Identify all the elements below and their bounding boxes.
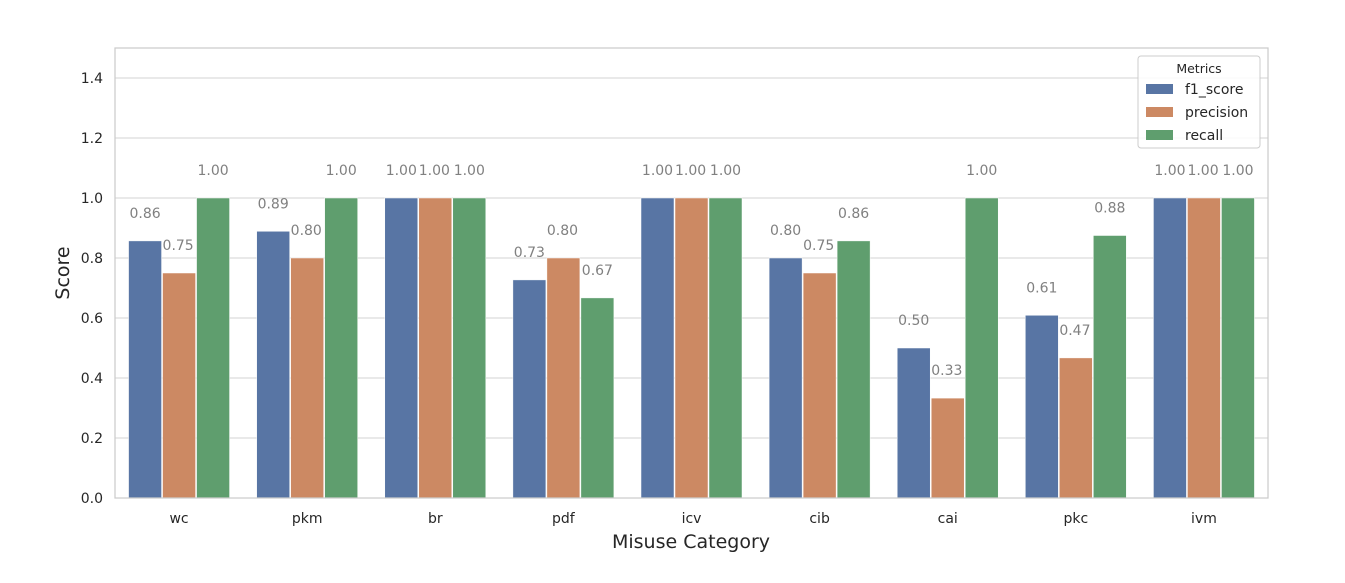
data-label: 0.75 (803, 238, 834, 254)
bar-precision (1187, 197, 1221, 499)
data-label: 0.33 (931, 363, 962, 379)
data-label: 1.00 (675, 163, 706, 179)
bar-recall (580, 297, 615, 499)
bar-recall (324, 197, 358, 499)
data-label: 1.00 (419, 163, 450, 179)
data-label: 0.73 (514, 245, 545, 261)
bar-precision (674, 197, 709, 499)
y-tick-label: 0.4 (81, 371, 103, 387)
bar-precision (802, 272, 837, 499)
bar-precision (290, 257, 324, 499)
bar-f1_score (896, 347, 931, 499)
x-tick-label: pkm (292, 511, 323, 527)
data-label: 1.00 (1222, 163, 1253, 179)
data-label: 1.00 (1154, 163, 1185, 179)
data-label: 0.80 (547, 223, 578, 239)
legend-title: Metrics (1176, 61, 1221, 76)
legend-swatch (1146, 130, 1173, 140)
x-axis-ticks: wc pkm br pdf icv cib cai pkc ivm (169, 511, 1216, 527)
bar-recall (708, 197, 743, 499)
y-tick-label: 0.0 (81, 491, 103, 507)
bar-f1_score (1153, 197, 1187, 499)
data-labels: 0.86 0.89 1.00 0.73 1.00 0.80 0.50 0.61 1.00 0.75… (129, 163, 1253, 379)
bar-f1_score (768, 257, 803, 499)
bar-recall (1093, 235, 1127, 499)
plot-frame (114, 47, 1269, 499)
y-tick-label: 0.2 (81, 431, 103, 447)
x-tick-label: icv (682, 511, 702, 527)
x-tick-label: wc (169, 511, 188, 527)
data-label: 0.80 (291, 223, 322, 239)
bar-f1_score (128, 240, 162, 499)
data-label: 1.00 (454, 163, 485, 179)
y-tick-label: 1.2 (81, 131, 103, 147)
data-label: 0.50 (898, 313, 929, 329)
legend-swatch (1146, 107, 1173, 117)
bar-recall (1221, 197, 1255, 499)
y-tick-label: 0.6 (81, 311, 103, 327)
bar-precision (930, 397, 965, 499)
x-tick-label: cai (938, 511, 958, 527)
bar-f1_score (384, 197, 419, 499)
bar-precision (546, 257, 581, 499)
data-label: 1.00 (966, 163, 997, 179)
y-axis-ticks: 0.0 0.2 0.4 0.6 0.8 1.0 1.2 1.4 (81, 71, 103, 507)
data-label: 0.88 (1094, 201, 1125, 217)
legend-label: precision (1185, 105, 1248, 121)
legend: Metrics f1_score precision recall (1137, 55, 1261, 149)
bar-precision (162, 272, 196, 499)
x-tick-label: pkc (1063, 511, 1088, 527)
data-label: 0.89 (258, 196, 289, 212)
data-label: 0.86 (838, 206, 869, 222)
legend-label: f1_score (1185, 82, 1243, 98)
y-tick-label: 1.0 (81, 191, 103, 207)
x-tick-label: ivm (1191, 511, 1217, 527)
bar-f1_score (512, 279, 547, 499)
bar-recall (196, 197, 230, 499)
x-tick-label: pdf (552, 511, 576, 527)
y-tick-label: 1.4 (81, 71, 103, 87)
legend-swatch (1146, 84, 1173, 94)
data-label: 1.00 (710, 163, 741, 179)
data-label: 1.00 (642, 163, 673, 179)
bar-precision (418, 197, 453, 499)
data-label: 0.80 (770, 223, 801, 239)
bar-f1_score (1025, 315, 1059, 499)
data-label: 0.86 (129, 206, 160, 222)
y-axis-title: Score (52, 246, 74, 299)
data-label: 1.00 (197, 163, 228, 179)
data-label: 0.67 (582, 263, 613, 279)
legend-box (1137, 55, 1261, 149)
data-label: 0.75 (163, 238, 194, 254)
x-tick-label: br (428, 511, 443, 527)
legend-label: recall (1185, 128, 1223, 144)
x-axis-title: Misuse Category (612, 531, 770, 553)
data-label: 1.00 (1187, 163, 1218, 179)
y-tick-label: 0.8 (81, 251, 103, 267)
bar-f1_score (640, 197, 675, 499)
bar-precision (1059, 357, 1093, 499)
bar-recall (964, 197, 999, 499)
data-label: 1.00 (326, 163, 357, 179)
data-label: 0.61 (1026, 280, 1057, 296)
bar-recall (452, 197, 487, 499)
bars (128, 197, 1255, 499)
bar-recall (836, 240, 871, 499)
bar-f1_score (256, 231, 290, 499)
x-tick-label: cib (809, 511, 830, 527)
data-label: 1.00 (386, 163, 417, 179)
data-label: 0.47 (1059, 323, 1090, 339)
